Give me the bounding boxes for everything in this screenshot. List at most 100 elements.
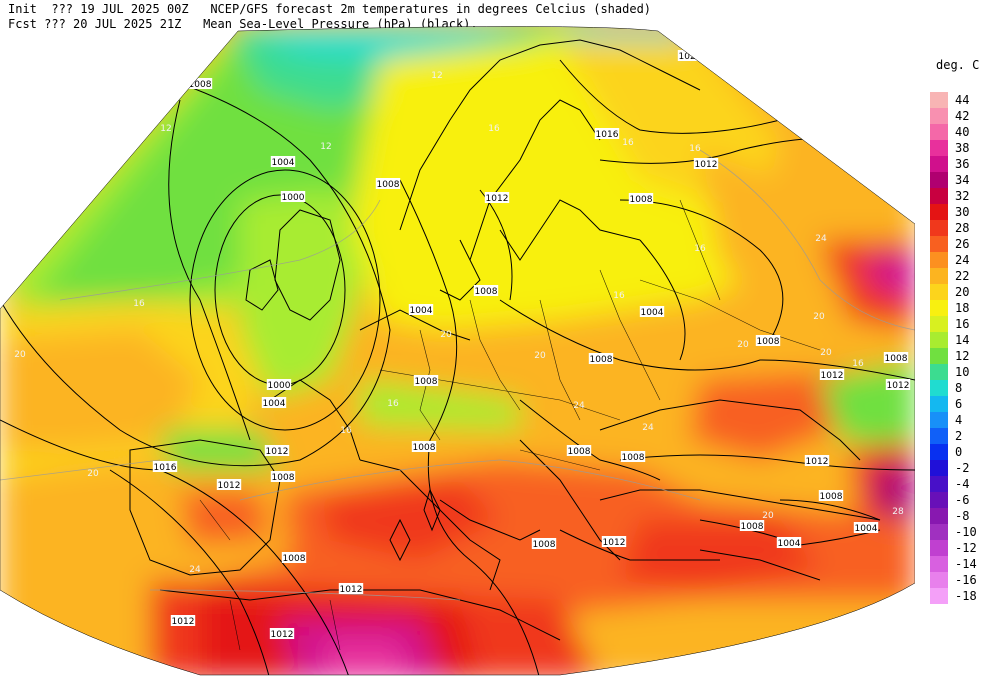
colorbar-label: 32 (955, 189, 970, 203)
colorbar-label: 22 (955, 269, 970, 283)
colorbar-entry: 38 (930, 140, 990, 156)
colorbar-label: 6 (955, 397, 963, 411)
colorbar-entry: 40 (930, 124, 990, 140)
colorbar-swatch (930, 572, 948, 588)
colorbar-swatch (930, 540, 948, 556)
colorbar-swatch (930, 316, 948, 332)
colorbar-entry: -12 (930, 540, 990, 556)
colorbar-entry: 10 (930, 364, 990, 380)
colorbar-entry: 22 (930, 268, 990, 284)
colorbar-label: 0 (955, 445, 963, 459)
map-border (0, 26, 915, 676)
temperature-map: 12 12 12 16 16 16 16 24 20 20 20 20 20 20 16 16 16 24 24 20… (0, 26, 915, 676)
isobar-label-text: 1008 (377, 180, 400, 190)
colorbar-swatch (930, 428, 948, 444)
isobar-label: 1008 (411, 441, 437, 453)
isobar-label: 1008 (473, 285, 499, 297)
colorbar-label: -16 (955, 573, 977, 587)
colorbar-swatch (930, 396, 948, 412)
temperature-label: 24 (642, 423, 654, 433)
colorbar-label: -4 (955, 477, 970, 491)
isobar-label-text: 1012 (821, 371, 844, 381)
isobar-label: 1004 (639, 306, 665, 318)
temperature-label: 16 (613, 291, 625, 301)
isobar-label-text: 1000 (268, 381, 291, 391)
isobar-label-text: 1012 (806, 457, 829, 467)
isobar-label: 1008 (755, 335, 781, 347)
colorbar-label: 4 (955, 413, 963, 427)
isobar-label-text: 1008 (622, 453, 645, 463)
colorbar-label: 10 (955, 365, 970, 379)
colorbar-swatch (930, 172, 948, 188)
colorbar-entry: 28 (930, 220, 990, 236)
colorbar-entry: 32 (930, 188, 990, 204)
isobar-label: 1008 (628, 193, 654, 205)
isobar-label: 1020 (677, 50, 703, 62)
colorbar-title: deg. C (936, 58, 980, 72)
isobar-label-text: 1008 (272, 473, 295, 483)
header-line-1: Init ??? 19 JUL 2025 00Z NCEP/GFS foreca… (8, 2, 651, 16)
colorbar-entry: 20 (930, 284, 990, 300)
isobar-labels: 1008 1004 1000 1008 1012 1016 1012 1008 1020 1008… (152, 50, 911, 640)
colorbar-swatch (930, 284, 948, 300)
chart-title: NCEP/GFS forecast 2m temperatures in deg… (210, 2, 652, 16)
temperature-label: 16 (694, 244, 706, 254)
temperature-label: 20 (737, 340, 749, 350)
colorbar-label: 14 (955, 333, 970, 347)
colorbar-swatch (930, 492, 948, 508)
isobar-label: 1008 (588, 353, 614, 365)
colorbar-label: 8 (955, 381, 963, 395)
temperature-contours (0, 149, 915, 601)
colorbar-label: 40 (955, 125, 970, 139)
isobar-label-text: 1004 (855, 524, 878, 534)
isobar-label: 1008 (375, 178, 401, 190)
colorbar-entry: -4 (930, 476, 990, 492)
temperature-label: 20 (820, 348, 832, 358)
colorbar-swatch (930, 124, 948, 140)
temperature-label: 20 (813, 312, 825, 322)
colorbar-swatch (930, 188, 948, 204)
temperature-label: 12 (431, 71, 442, 81)
colorbar-swatch (930, 412, 948, 428)
colorbar-swatch (930, 204, 948, 220)
colorbar-label: 20 (955, 285, 970, 299)
colorbar-label: 26 (955, 237, 970, 251)
colorbar-swatch (930, 108, 948, 124)
isobar-label: 1012 (269, 628, 295, 640)
colorbar-label: -12 (955, 541, 977, 555)
isobar-label-text: 1016 (154, 463, 177, 473)
isobar-label: 1012 (264, 445, 290, 457)
isobar-label: 1008 (531, 538, 557, 550)
colorbar-swatch (930, 524, 948, 540)
isobar-label-text: 1004 (263, 399, 286, 409)
isobar-label-text: 1008 (475, 287, 498, 297)
isobar-label-text: 1012 (271, 630, 294, 640)
isobar-label-text: 1008 (741, 522, 764, 532)
isobar-label-text: 1012 (218, 481, 241, 491)
colorbar-entry: 34 (930, 172, 990, 188)
temperature-label: 16 (689, 144, 701, 154)
isobar-label: 1012 (170, 615, 196, 627)
colorbar-label: 12 (955, 349, 970, 363)
colorbar-swatch (930, 364, 948, 380)
colorbar-entry: 30 (930, 204, 990, 220)
isobar-label: 1004 (408, 304, 434, 316)
colorbar-label: -8 (955, 509, 970, 523)
temperature-label: 16 (852, 359, 864, 369)
colorbar-entry: -2 (930, 460, 990, 476)
isobar-label: 1012 (338, 583, 364, 595)
colorbar-label: 44 (955, 93, 970, 107)
coastlines (129, 39, 881, 641)
init-time: Init ??? 19 JUL 2025 00Z (8, 2, 189, 16)
temperature-label: 16 (387, 399, 399, 409)
isobar-label-text: 1008 (283, 554, 306, 564)
isobar-label-text: 1008 (757, 337, 780, 347)
isobar-label: 1000 (280, 191, 306, 203)
isobar-label: 1008 (739, 520, 765, 532)
colorbar-swatch (930, 508, 948, 524)
temperature-label: 20 (440, 330, 452, 340)
colorbar-swatch (930, 156, 948, 172)
isobar-label: 1012 (819, 369, 845, 381)
colorbar-entry: -10 (930, 524, 990, 540)
isobar-label: 1012 (216, 479, 242, 491)
